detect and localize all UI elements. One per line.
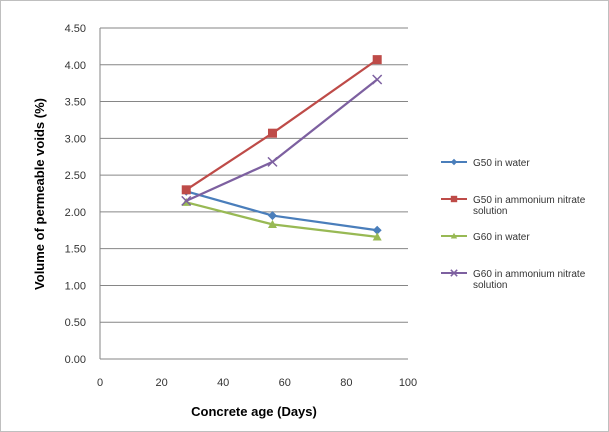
legend-marker-0 (450, 158, 458, 166)
series (181, 55, 383, 241)
y-tick-label-6: 3.00 (65, 133, 86, 145)
y-tick-label-5: 2.50 (65, 170, 86, 182)
y-axis-title: Volume of permeable voids (%) (32, 98, 47, 290)
series-1-point-1 (267, 128, 277, 138)
legend-label-1-line-1: solution (473, 206, 507, 217)
series-3-point-0-stroke-b (181, 195, 192, 206)
series-3-point-2 (372, 74, 383, 85)
series-2-point-2 (372, 232, 382, 241)
legend-label-3-line-1: solution (473, 280, 507, 291)
series-line-3 (185, 78, 378, 202)
y-tick-label-1: 0.50 (65, 317, 86, 329)
y-tick-label-0: 0.00 (65, 354, 86, 366)
legend-marker-2 (450, 232, 458, 239)
gridlines (100, 27, 408, 323)
legend-label-3-line-0: G60 in ammonium nitrate (473, 269, 586, 280)
legend-marker-3 (450, 269, 458, 277)
series-1-point-0 (181, 185, 191, 195)
series-line-1 (185, 58, 378, 191)
y-tick-label-7: 3.50 (65, 97, 86, 109)
y-tick-label-8: 4.00 (65, 60, 86, 72)
x-tick-label-5: 100 (399, 377, 417, 389)
series-line-2 (185, 201, 378, 239)
y-tick-label-4: 2.00 (65, 207, 86, 219)
x-tick-label-2: 40 (217, 377, 229, 389)
series-3-point-2-stroke-b (372, 74, 383, 85)
series-2-point-1 (267, 219, 277, 228)
series-1-point-2 (372, 55, 382, 65)
series-3-point-1 (267, 156, 278, 167)
series-0-point-1 (267, 211, 277, 221)
legend-label-2-line-0: G60 in water (473, 232, 530, 243)
series-3-point-1-stroke-b (267, 156, 278, 167)
x-tick-label-0: 0 (97, 377, 103, 389)
tick-labels: 0.00 0.50 1.00 1.50 2.00 2.50 3.00 3.50 4.00 4.50… (65, 23, 418, 389)
x-axis-title: Concrete age (Days) (191, 404, 317, 419)
x-tick-label-1: 20 (155, 377, 167, 389)
y-tick-label-9: 4.50 (65, 23, 86, 35)
legend-label-0-line-0: G50 in water (473, 158, 530, 169)
legend-marker-1 (450, 195, 458, 203)
x-tick-label-3: 60 (279, 377, 291, 389)
series-0-point-2 (372, 225, 382, 235)
legend-marker-3-stroke-b (450, 269, 458, 277)
y-tick-label-3: 1.50 (65, 244, 86, 256)
series-3-point-0 (181, 195, 192, 206)
y-tick-label-2: 1.00 (65, 280, 86, 292)
legend-label-1-line-0: G50 in ammonium nitrate (473, 195, 586, 206)
axes (99, 28, 408, 360)
x-tick-label-4: 80 (340, 377, 352, 389)
